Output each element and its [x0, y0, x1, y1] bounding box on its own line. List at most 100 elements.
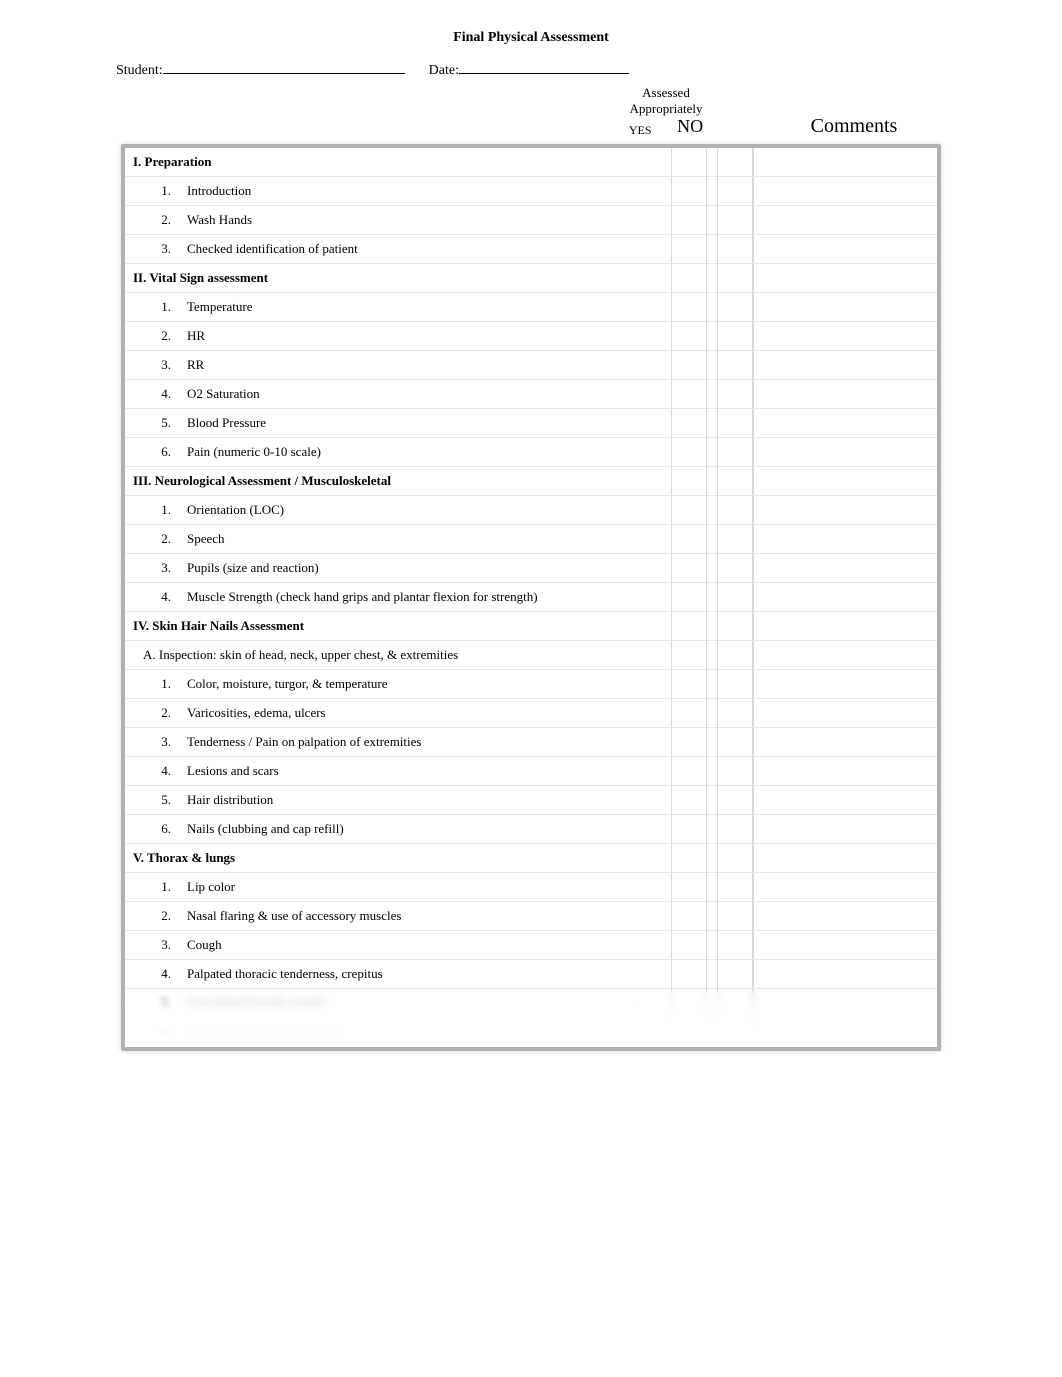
- cell-yes[interactable]: [671, 264, 707, 292]
- cell-yes[interactable]: [671, 1018, 707, 1046]
- cell-yes[interactable]: [671, 786, 707, 814]
- cell-yes[interactable]: [671, 293, 707, 321]
- cell-yes[interactable]: [671, 351, 707, 379]
- cell-no[interactable]: [717, 467, 753, 495]
- cell-no[interactable]: [717, 380, 753, 408]
- cell-comments[interactable]: [753, 264, 937, 292]
- cell-no[interactable]: [717, 728, 753, 756]
- cell-yes[interactable]: [671, 554, 707, 582]
- table-row: 2.Nasal flaring & use of accessory muscl…: [125, 902, 937, 931]
- cell-yes[interactable]: [671, 699, 707, 727]
- cell-comments[interactable]: [753, 902, 937, 930]
- cell-no[interactable]: [717, 786, 753, 814]
- cell-no[interactable]: [717, 641, 753, 669]
- cell-comments[interactable]: [753, 873, 937, 901]
- cell-yes[interactable]: [671, 496, 707, 524]
- cell-yes[interactable]: [671, 612, 707, 640]
- cell-comments[interactable]: [753, 960, 937, 988]
- cell-no[interactable]: [717, 177, 753, 205]
- cell-yes[interactable]: [671, 902, 707, 930]
- cell-comments[interactable]: [753, 351, 937, 379]
- cell-no[interactable]: [717, 148, 753, 176]
- cell-comments[interactable]: [753, 293, 937, 321]
- date-blank[interactable]: [459, 60, 629, 74]
- cell-yes[interactable]: [671, 815, 707, 843]
- cell-no[interactable]: [717, 670, 753, 698]
- item-text: Hair distribution: [187, 792, 657, 808]
- cell-no[interactable]: [717, 206, 753, 234]
- cell-no[interactable]: [717, 757, 753, 785]
- cell-no[interactable]: [717, 583, 753, 611]
- cell-yes[interactable]: [671, 409, 707, 437]
- cell-yes[interactable]: [671, 960, 707, 988]
- cell-no[interactable]: [717, 931, 753, 959]
- cell-description: 3.RR: [125, 351, 661, 379]
- cell-yes[interactable]: [671, 583, 707, 611]
- cell-no[interactable]: [717, 554, 753, 582]
- cell-yes[interactable]: [671, 467, 707, 495]
- cell-comments[interactable]: [753, 670, 937, 698]
- cell-comments[interactable]: [753, 1018, 937, 1046]
- cell-yes[interactable]: [671, 380, 707, 408]
- cell-no[interactable]: [717, 989, 753, 1017]
- cell-no[interactable]: [717, 322, 753, 350]
- cell-yes[interactable]: [671, 931, 707, 959]
- cell-yes[interactable]: [671, 728, 707, 756]
- cell-no[interactable]: [717, 960, 753, 988]
- cell-comments[interactable]: [753, 554, 937, 582]
- cell-no[interactable]: [717, 1018, 753, 1046]
- cell-comments[interactable]: [753, 931, 937, 959]
- cell-comments[interactable]: [753, 525, 937, 553]
- cell-no[interactable]: [717, 815, 753, 843]
- cell-comments[interactable]: [753, 989, 937, 1017]
- cell-yes[interactable]: [671, 235, 707, 263]
- student-blank[interactable]: [163, 60, 405, 74]
- cell-no[interactable]: [717, 293, 753, 321]
- cell-no[interactable]: [717, 873, 753, 901]
- cell-no[interactable]: [717, 902, 753, 930]
- cell-comments[interactable]: [753, 467, 937, 495]
- cell-comments[interactable]: [753, 496, 937, 524]
- cell-yes[interactable]: [671, 148, 707, 176]
- cell-no[interactable]: [717, 844, 753, 872]
- cell-comments[interactable]: [753, 728, 937, 756]
- cell-yes[interactable]: [671, 757, 707, 785]
- cell-no[interactable]: [717, 438, 753, 466]
- cell-yes[interactable]: [671, 525, 707, 553]
- cell-yes[interactable]: [671, 844, 707, 872]
- cell-yes[interactable]: [671, 873, 707, 901]
- cell-yes[interactable]: [671, 989, 707, 1017]
- cell-comments[interactable]: [753, 612, 937, 640]
- cell-comments[interactable]: [753, 177, 937, 205]
- cell-no[interactable]: [717, 496, 753, 524]
- cell-comments[interactable]: [753, 699, 937, 727]
- cell-comments[interactable]: [753, 322, 937, 350]
- cell-no[interactable]: [717, 235, 753, 263]
- cell-yes[interactable]: [671, 322, 707, 350]
- table-row: I. Preparation: [125, 148, 937, 177]
- cell-no[interactable]: [717, 264, 753, 292]
- cell-no[interactable]: [717, 699, 753, 727]
- cell-comments[interactable]: [753, 641, 937, 669]
- cell-comments[interactable]: [753, 844, 937, 872]
- cell-yes[interactable]: [671, 177, 707, 205]
- table-row: 6.Identified adventitious sounds: [125, 1018, 937, 1047]
- cell-comments[interactable]: [753, 786, 937, 814]
- cell-no[interactable]: [717, 612, 753, 640]
- cell-comments[interactable]: [753, 409, 937, 437]
- cell-comments[interactable]: [753, 206, 937, 234]
- cell-comments[interactable]: [753, 815, 937, 843]
- cell-no[interactable]: [717, 409, 753, 437]
- cell-yes[interactable]: [671, 641, 707, 669]
- cell-comments[interactable]: [753, 438, 937, 466]
- cell-no[interactable]: [717, 351, 753, 379]
- cell-comments[interactable]: [753, 757, 937, 785]
- cell-comments[interactable]: [753, 148, 937, 176]
- cell-yes[interactable]: [671, 670, 707, 698]
- cell-no[interactable]: [717, 525, 753, 553]
- cell-yes[interactable]: [671, 206, 707, 234]
- cell-yes[interactable]: [671, 438, 707, 466]
- cell-comments[interactable]: [753, 235, 937, 263]
- cell-comments[interactable]: [753, 380, 937, 408]
- cell-comments[interactable]: [753, 583, 937, 611]
